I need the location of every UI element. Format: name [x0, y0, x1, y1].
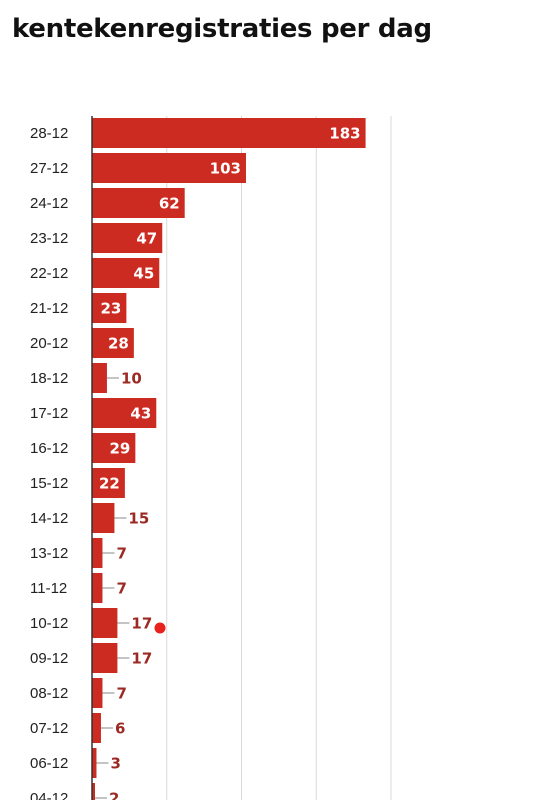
category-label: 04-12: [30, 790, 68, 800]
category-label: 24-12: [30, 195, 68, 212]
value-label: 15: [128, 510, 149, 528]
category-label: 15-12: [30, 475, 68, 492]
category-label: 28-12: [30, 125, 68, 142]
category-label: 17-12: [30, 405, 68, 422]
value-label: 2: [109, 790, 119, 800]
category-label: 09-12: [30, 650, 68, 667]
value-label: 7: [116, 580, 126, 598]
bar-16-12: [92, 433, 136, 463]
bar-28-12: [92, 118, 366, 148]
category-label: 21-12: [30, 300, 68, 317]
value-label: 28: [108, 335, 129, 353]
category-label: 16-12: [30, 440, 68, 457]
bar-24-12: [92, 188, 185, 218]
cursor-dot: [154, 622, 166, 634]
value-label: 23: [101, 300, 122, 318]
bar-22-12: [92, 258, 160, 288]
value-label: 17: [131, 650, 152, 668]
value-label: 7: [116, 545, 126, 563]
value-label: 7: [116, 685, 126, 703]
category-label: 11-12: [30, 580, 67, 597]
category-label: 14-12: [30, 510, 68, 527]
bar-09-12: [92, 643, 118, 673]
bar-08-12: [92, 678, 103, 708]
bar-04-12: [92, 783, 95, 800]
category-label: 23-12: [30, 230, 68, 247]
value-label: 10: [121, 370, 142, 388]
bar-13-12: [92, 538, 103, 568]
bar-18-12: [92, 363, 107, 393]
value-label: 29: [109, 440, 130, 458]
bar-07-12: [92, 713, 101, 743]
value-label: 3: [110, 755, 120, 773]
value-label: 17: [131, 615, 152, 633]
category-label: 22-12: [30, 265, 68, 282]
bar-17-12: [92, 398, 157, 428]
category-label: 20-12: [30, 335, 68, 352]
bar-21-12: [92, 293, 127, 323]
value-label: 183: [329, 125, 360, 143]
bar-23-12: [92, 223, 163, 253]
bar-06-12: [92, 748, 97, 778]
category-label: 08-12: [30, 685, 68, 702]
value-label: 6: [115, 720, 125, 738]
bar-11-12: [92, 573, 103, 603]
bar-10-12: [92, 608, 118, 638]
value-label: 103: [210, 160, 241, 178]
category-label: 13-12: [30, 545, 68, 562]
category-label: 07-12: [30, 720, 68, 737]
bar-15-12: [92, 468, 125, 498]
bar-14-12: [92, 503, 115, 533]
value-label: 47: [136, 230, 157, 248]
value-label: 45: [133, 265, 154, 283]
value-label: 62: [159, 195, 180, 213]
value-label: 22: [99, 475, 120, 493]
value-label: 43: [130, 405, 151, 423]
category-label: 06-12: [30, 755, 68, 772]
category-label: 18-12: [30, 370, 68, 387]
bar-20-12: [92, 328, 134, 358]
bar-27-12: [92, 153, 246, 183]
category-label: 10-12: [30, 615, 68, 632]
chart-title: kentekenregistraties per dag: [12, 14, 432, 44]
category-label: 27-12: [30, 160, 68, 177]
